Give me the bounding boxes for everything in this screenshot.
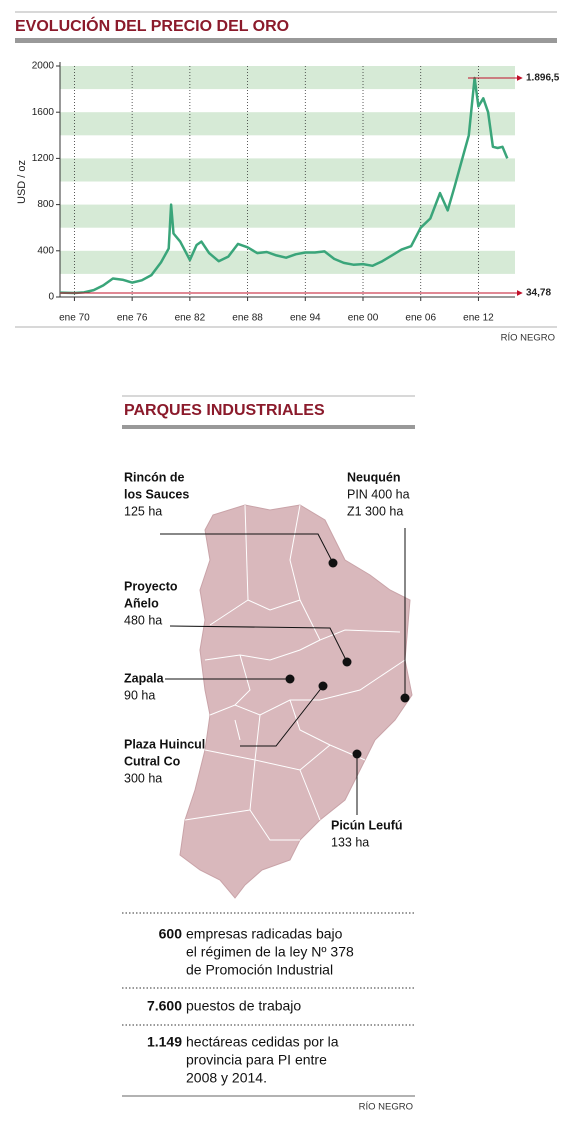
stat-number: 600 [159, 926, 183, 942]
park-name: Cutral Co [124, 754, 181, 768]
y-tick-label: 400 [37, 245, 54, 256]
grid-band [60, 250, 515, 274]
park-labels: Rincón de los Sauces 125 ha Neuquén PIN 400 … [124, 470, 410, 849]
stat-text: empresas radicadas bajo [186, 926, 343, 942]
x-tick-label: ene 06 [405, 313, 436, 324]
source: RÍO NEGRO [501, 333, 555, 344]
y-tick-label: 800 [37, 199, 54, 210]
park-detail: 133 ha [331, 835, 369, 849]
grid-band [60, 112, 515, 136]
stat-text: hectáreas cedidas por la [186, 1034, 339, 1050]
plot: 0 400 800 1200 1600 2000 ene 70 ene 76 ene 82 ene… [32, 61, 560, 324]
map [160, 504, 413, 899]
y-tick-label: 2000 [32, 61, 55, 72]
stat-text: puestos de trabajo [186, 998, 301, 1014]
x-tick-label: ene 00 [348, 313, 379, 324]
stat-number: 1.149 [147, 1034, 182, 1050]
x-tick-label: ene 82 [175, 313, 206, 324]
park-name: los Sauces [124, 487, 189, 501]
y-tick-label: 1200 [32, 153, 55, 164]
source: RÍO NEGRO [359, 1102, 413, 1113]
x-tick-label: ene 76 [117, 313, 148, 324]
park-detail: 90 ha [124, 688, 155, 702]
y-axis-label: USD / oz [16, 160, 28, 204]
annotation-label: 34,78 [526, 288, 551, 299]
departments [184, 504, 406, 841]
province [179, 504, 413, 899]
park-name: Neuquén [347, 470, 400, 484]
header-bar [15, 38, 557, 43]
x-tick-label: ene 12 [463, 313, 494, 324]
park-dots [285, 558, 410, 759]
park-detail: Z1 300 ha [347, 504, 403, 518]
stat-text: el régimen de la ley Nº 378 [186, 944, 354, 960]
grid-band [60, 158, 515, 182]
stats: 600 empresas radicadas bajo el régimen de … [147, 926, 354, 1086]
x-tick-label: ene 88 [232, 313, 263, 324]
stat-text: provincia para PI entre [186, 1052, 327, 1068]
grid-band [60, 66, 515, 90]
stat-rules [122, 912, 415, 1097]
header-bar [122, 425, 415, 429]
park-name: Zapala [124, 671, 165, 685]
park-name: Rincón de [124, 470, 184, 484]
park-detail: PIN 400 ha [347, 487, 410, 501]
price-line [59, 76, 509, 295]
park-detail: 125 ha [124, 504, 162, 518]
chart-title: EVOLUCIÓN DEL PRECIO DEL ORO [15, 16, 289, 35]
park-detail: 300 ha [124, 771, 162, 785]
park-name: Picún Leufú [331, 818, 403, 832]
park-name: Plaza Huincul [124, 737, 205, 751]
x-tick-label: ene 94 [290, 313, 321, 324]
park-name: Proyecto [124, 579, 178, 593]
stat-number: 7.600 [147, 998, 182, 1014]
stat-text: 2008 y 2014. [186, 1070, 267, 1086]
stat-text: de Promoción Industrial [186, 962, 333, 978]
leader-lines [160, 528, 406, 815]
x-tick-label: ene 70 [59, 313, 90, 324]
y-tick-label: 0 [48, 292, 54, 303]
park-name: Añelo [124, 596, 159, 610]
park-detail: 480 ha [124, 613, 162, 627]
annotation-label: 1.896,5 [526, 73, 560, 84]
map-title: PARQUES INDUSTRIALES [124, 402, 325, 419]
y-tick-label: 1600 [32, 107, 55, 118]
